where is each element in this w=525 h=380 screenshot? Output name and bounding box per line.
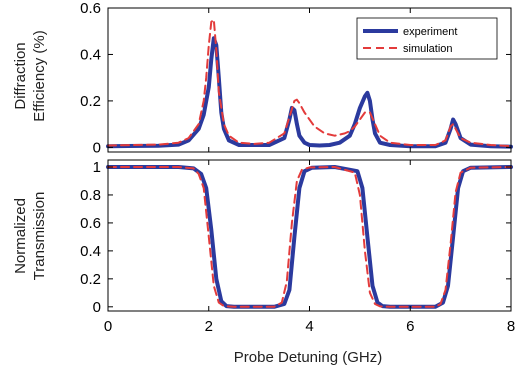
top-y-axis-ticks: 0 0.2 0.4 0.6: [80, 0, 511, 156]
bottom-y-axis-ticks: 0 0.2 0.4 0.6 0.8 1: [80, 159, 511, 316]
legend-label-simulation: simulation: [403, 43, 453, 55]
top-ylabel-line-1: Diffraction: [12, 42, 29, 109]
top-x-axis-ticks: [107, 8, 512, 152]
top-series-simulation: [107, 18, 512, 148]
bottom-panel-normalized-transmission: 0 0.2 0.4 0.6 0.8 1 0 2 4 6 8 Normalized Transmis…: [12, 159, 515, 366]
xtick-label: 4: [305, 318, 313, 335]
top-panel-series: [106, 18, 513, 149]
top-ytick-label: 0.2: [80, 93, 101, 110]
bottom-x-axis-ticks: 0 2 4 6 8: [104, 160, 515, 335]
xtick-label: 8: [507, 318, 515, 335]
x-axis-label: Probe Detuning (GHz): [234, 349, 382, 366]
top-series-experiment: [106, 36, 513, 149]
xtick-label: 2: [205, 318, 213, 335]
bottom-ylabel-line-1: Normalized: [12, 198, 29, 274]
bot-ytick-label: 0.2: [80, 271, 101, 288]
bot-ytick-label: 1: [93, 159, 101, 176]
top-ylabel-line-2: Efficiency (%): [31, 30, 48, 121]
bot-ytick-label: 0.6: [80, 215, 101, 232]
bottom-panel-series: [106, 165, 513, 309]
legend-label-experiment: experiment: [403, 26, 457, 38]
xtick-label: 0: [104, 318, 112, 335]
top-panel-diffraction-efficiency: 0 0.2 0.4 0.6 Diffraction Efficiency (%) ex…: [12, 0, 513, 156]
bot-ytick-label: 0.8: [80, 187, 101, 204]
legend-box: [356, 17, 498, 60]
legend: experiment simulation: [356, 17, 498, 60]
top-ytick-label: 0: [93, 139, 101, 156]
xtick-label: 6: [406, 318, 414, 335]
top-ytick-label: 0.6: [80, 0, 101, 17]
bottom-ylabel-line-2: Transmission: [31, 192, 48, 281]
bot-series-simulation: [107, 166, 512, 308]
bot-ytick-label: 0.4: [80, 243, 101, 260]
bot-ytick-label: 0: [93, 299, 101, 316]
top-ytick-label: 0.4: [80, 46, 101, 63]
